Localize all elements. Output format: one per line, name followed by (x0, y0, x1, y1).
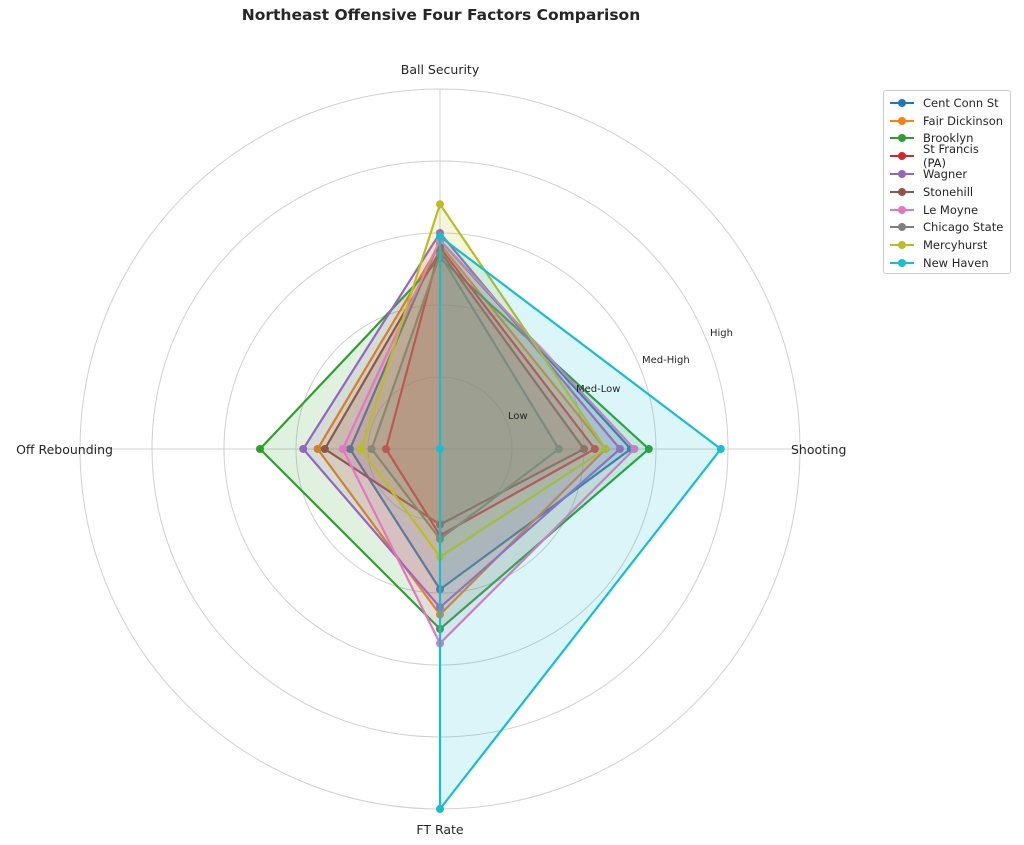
legend-label: Cent Conn St (923, 95, 999, 110)
series-point (436, 445, 444, 453)
series-area (440, 236, 721, 810)
ring-label: High (710, 328, 733, 339)
legend-label: Le Moyne (923, 202, 979, 217)
ring-label: Med-High (642, 355, 690, 366)
legend-label: Stonehill (923, 184, 974, 199)
series-point (299, 445, 308, 453)
legend-item: Le Moyne (890, 201, 1004, 219)
axis-label: Ball Security (401, 62, 480, 77)
legend-item: Cent Conn St (890, 94, 1004, 112)
series-point (320, 445, 329, 453)
radar-series (256, 200, 725, 813)
series-point (716, 445, 725, 453)
ring-label: Low (508, 411, 528, 422)
series-point (590, 445, 599, 453)
axis-label: FT Rate (416, 822, 464, 837)
ring-label: Med-Low (576, 384, 620, 395)
series-point (580, 445, 588, 453)
legend-swatch (890, 169, 914, 179)
series-point (644, 445, 653, 453)
legend-swatch (890, 205, 914, 215)
series-area (324, 251, 584, 525)
legend-label: Brooklyn (923, 131, 974, 146)
series-area (386, 247, 595, 536)
series-point (554, 445, 563, 453)
chart-title: Northeast Offensive Four Factors Compari… (241, 6, 641, 24)
legend-label: Mercyhurst (923, 238, 988, 253)
legend: Cent Conn St Fair Dickinson Brooklyn St Fra… (883, 90, 1011, 274)
series-point (436, 232, 444, 241)
series-point (616, 445, 624, 453)
legend-item: St Francis (PA) (890, 142, 1004, 170)
legend-item: Fair Dickinson (890, 112, 1004, 130)
legend-swatch (890, 258, 914, 268)
legend-swatch (890, 133, 914, 143)
legend-label: Fair Dickinson (923, 113, 1004, 128)
series-point (630, 445, 639, 453)
series-point (256, 445, 264, 453)
legend-label: Wagner (923, 167, 968, 182)
axis-label: Shooting (791, 442, 846, 457)
axis-label: Off Rebounding (16, 442, 113, 457)
series-area (342, 240, 635, 644)
legend-swatch (890, 187, 914, 197)
legend-label: Chicago State (923, 220, 1004, 235)
series-point (601, 445, 610, 453)
series-point (436, 805, 444, 813)
series-area (303, 233, 620, 608)
radar-chart: Low Med-Low Med-High High Ball Security Shoot… (16, 62, 846, 837)
legend-item: New Haven (890, 254, 1004, 272)
series-area (260, 258, 649, 629)
legend-swatch (890, 116, 914, 126)
legend-item: Brooklyn (890, 130, 1004, 148)
series-point (367, 445, 376, 453)
legend-swatch (890, 98, 914, 108)
legend-swatch (890, 240, 914, 250)
legend-item: Chicago State (890, 219, 1004, 237)
series-point (338, 445, 347, 453)
series-point (313, 445, 322, 453)
series-point (346, 445, 354, 453)
series-area (360, 204, 606, 557)
legend-item: Mercyhurst (890, 236, 1004, 254)
series-point (382, 445, 390, 453)
radar-labels: Low Med-Low Med-High High Ball Security Shoot… (16, 62, 846, 837)
legend-swatch (890, 222, 914, 232)
series-point (356, 445, 365, 453)
legend-item: Wagner (890, 165, 1004, 183)
legend-item: Stonehill (890, 183, 1004, 201)
legend-label: New Haven (923, 256, 989, 271)
series-point (436, 200, 444, 209)
legend-swatch (890, 151, 914, 161)
series-area (371, 254, 559, 539)
legend-label: St Francis (PA) (923, 142, 979, 171)
